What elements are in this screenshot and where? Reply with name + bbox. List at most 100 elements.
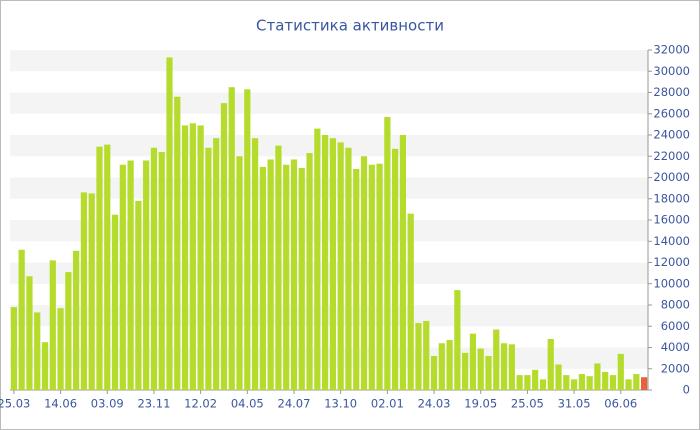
y-tick-label: 28000 (653, 85, 690, 99)
x-tick-label: 25.05 (511, 397, 544, 411)
bar (65, 272, 72, 390)
bar (49, 260, 56, 390)
x-tick-label: 06.06 (604, 397, 637, 411)
bar (283, 164, 290, 390)
y-tick-label: 2000 (661, 361, 690, 375)
y-tick-label: 6000 (661, 319, 690, 333)
bar (127, 160, 134, 390)
bar (539, 379, 547, 390)
bar (73, 250, 80, 390)
bar (181, 125, 189, 390)
y-tick-label: 8000 (661, 298, 690, 312)
bar (290, 159, 298, 390)
bar (633, 374, 640, 390)
bar (547, 339, 554, 390)
bar (306, 153, 313, 390)
y-tick-label: 4000 (661, 340, 690, 354)
bar (493, 329, 500, 390)
bar (111, 214, 119, 390)
bar (524, 375, 531, 390)
grid-band (10, 50, 648, 72)
x-tick-label: 24.03 (418, 397, 451, 411)
bar (454, 290, 461, 390)
bar (438, 343, 445, 390)
bar (625, 379, 632, 390)
bar (477, 348, 484, 390)
bar (329, 138, 337, 390)
x-tick-label: 04.05 (231, 397, 264, 411)
bar (617, 353, 624, 390)
bar (80, 192, 88, 390)
bar (532, 369, 539, 390)
bar (228, 87, 235, 390)
bar (197, 125, 204, 390)
bar (135, 200, 142, 390)
bar (407, 213, 414, 390)
bar (640, 377, 648, 390)
bar (166, 57, 173, 390)
bar (392, 148, 399, 390)
bar (563, 375, 570, 390)
bar (150, 147, 158, 390)
bar (88, 193, 95, 390)
y-tick-label: 22000 (653, 149, 690, 163)
bar (34, 312, 41, 390)
bar (462, 352, 469, 390)
y-tick-label: 12000 (653, 255, 690, 269)
bar (275, 145, 282, 390)
bar (174, 96, 181, 390)
bar (516, 375, 523, 390)
x-tick-label: 02.01 (371, 397, 404, 411)
bar (259, 166, 266, 390)
x-tick-label: 12.02 (184, 397, 217, 411)
bar (469, 333, 477, 390)
bar (10, 307, 18, 390)
x-tick-label: 14.06 (44, 397, 77, 411)
y-tick-label: 24000 (653, 128, 690, 142)
bar (485, 356, 492, 390)
bar (360, 156, 368, 390)
y-tick-label: 30000 (653, 64, 690, 78)
y-tick-label: 16000 (653, 213, 690, 227)
bar (500, 343, 508, 390)
bar (430, 356, 438, 390)
y-tick-label: 0 (683, 383, 690, 397)
bar (57, 308, 64, 390)
y-tick-label: 18000 (653, 191, 690, 205)
bar (205, 147, 212, 390)
grid-band (10, 92, 648, 114)
bar (189, 123, 196, 390)
bar (376, 163, 383, 390)
bar (508, 344, 515, 390)
bar (578, 374, 585, 390)
bar (213, 138, 220, 390)
bar (353, 169, 360, 390)
bar (399, 135, 407, 390)
bar (18, 249, 25, 390)
y-tick-label: 26000 (653, 106, 690, 120)
bar (423, 320, 430, 390)
bar (26, 276, 33, 390)
bar (158, 152, 165, 390)
bar (594, 363, 601, 390)
bar (267, 159, 274, 390)
bar (244, 89, 251, 390)
bar (602, 371, 609, 390)
bar (96, 146, 103, 390)
y-tick-label: 20000 (653, 170, 690, 184)
chart-title: Статистика активности (256, 17, 444, 35)
bar (570, 379, 578, 390)
bar (143, 160, 150, 390)
x-tick-label: 23.11 (137, 397, 170, 411)
bar (314, 128, 321, 390)
bar (220, 103, 228, 390)
bar (368, 164, 375, 390)
bar (555, 364, 562, 390)
x-tick-label: 25.03 (0, 397, 30, 411)
bar (609, 375, 617, 390)
bar (415, 323, 422, 390)
x-tick-label: 24.07 (278, 397, 311, 411)
bar (337, 142, 344, 390)
bar (236, 156, 243, 390)
